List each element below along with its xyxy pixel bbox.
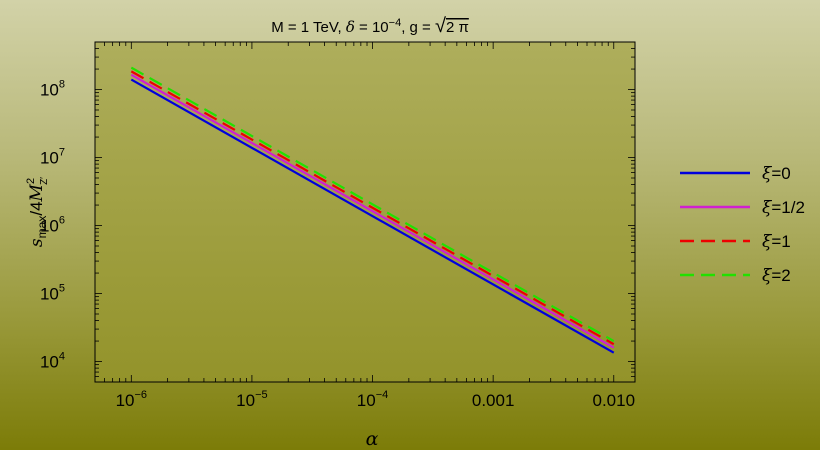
x-axis-label: α [366,428,379,450]
series-line-1 [130,78,615,354]
series-lines [130,66,615,354]
x-tick-label: 0.001 [472,391,515,410]
legend: ξ=0 ξ=1/2 ξ=1 ξ=2 [680,164,805,286]
axis-ticks [94,41,635,383]
legend-label-1: ξ=0 [762,164,791,184]
y-axis-label: smax/4M2 Z′ [25,177,50,247]
x-tick-label: 10−6 [116,389,147,410]
y-tick-label: 106 [40,215,65,236]
x-tick-label: 10−4 [357,389,388,410]
x-tick-label: 10−5 [236,389,267,410]
y-tick-label: 107 [40,147,65,168]
y-tick-label: 108 [40,79,65,100]
x-tick-labels: 10−6 10−5 10−4 0.001 0.010 [116,389,635,410]
series-line-2 [130,73,615,349]
series-line-4 [130,66,615,343]
legend-label-2: ξ=1/2 [762,198,805,218]
series-line-3 [130,70,615,346]
y-tick-label: 105 [40,283,65,304]
y-tick-label: 104 [40,351,65,372]
legend-label-3: ξ=1 [762,232,791,252]
legend-label-4: ξ=2 [762,266,791,286]
x-tick-label: 0.010 [592,391,635,410]
chart-title: M = 1 TeV, δ = 10−4, g = √2 π [271,15,469,37]
y-tick-labels: 104 105 106 107 108 [40,79,65,372]
